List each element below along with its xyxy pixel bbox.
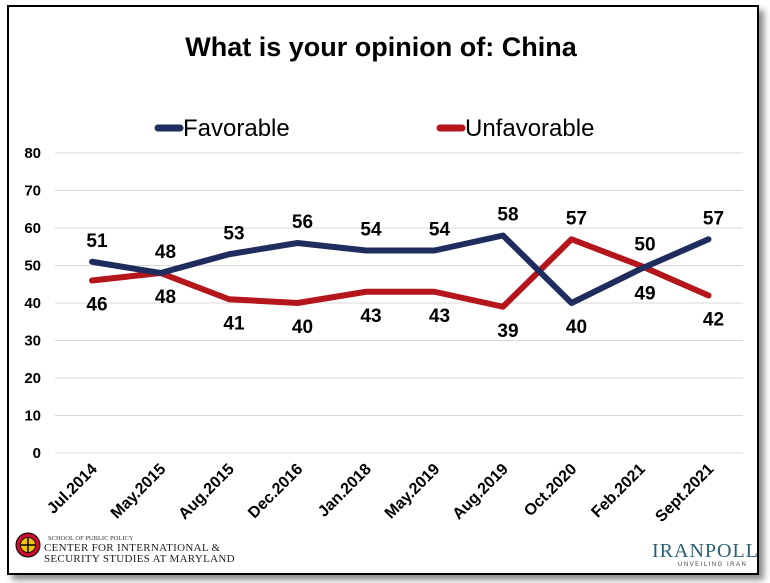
data-label-unfavorable: 48 [155, 287, 176, 308]
data-label-favorable: 49 [634, 283, 655, 304]
data-label-unfavorable: 43 [360, 306, 381, 327]
data-label-favorable: 51 [86, 231, 108, 252]
x-tick-label: Aug.2019 [450, 461, 512, 523]
y-tick-label: 60 [24, 220, 41, 237]
y-tick-label: 0 [33, 445, 41, 462]
data-label-unfavorable: 41 [223, 313, 245, 334]
cissm-line2: SECURITY STUDIES AT MARYLAND [44, 553, 235, 565]
y-tick-label: 40 [24, 295, 41, 312]
y-tick-label: 10 [24, 408, 41, 425]
x-tick-label: Dec.2016 [245, 461, 306, 522]
data-label-unfavorable: 57 [566, 208, 587, 229]
x-tick-label: Sept.2021 [652, 461, 717, 526]
data-labels: 51 48 53 56 54 54 58 40 49 57 46 48 41 40 43 43 39 57 50 42 [86, 205, 724, 342]
series-lines [89, 232, 712, 310]
legend-label-favorable: Favorable [183, 115, 290, 142]
cissm-school-text: SCHOOL OF PUBLIC POLICY [48, 535, 134, 542]
y-tick-label: 30 [24, 333, 41, 350]
iranpoll-wordmark: IRANPOLL [652, 540, 759, 562]
data-label-unfavorable: 43 [429, 306, 450, 327]
y-tick-label: 50 [24, 258, 41, 275]
x-axis: Jul.2014 May.2015 Aug.2015 Dec.2016 Jan.2018… [44, 461, 717, 526]
data-label-favorable: 40 [566, 317, 587, 338]
data-label-favorable: 54 [429, 220, 451, 241]
cissm-line1: CENTER FOR INTERNATIONAL & [44, 542, 220, 554]
data-label-unfavorable: 46 [86, 295, 107, 316]
x-tick-label: Jul.2014 [44, 461, 101, 518]
x-tick-label: Jan.2018 [315, 461, 375, 521]
series-line-favorable [89, 232, 712, 306]
data-label-favorable: 57 [703, 208, 724, 229]
data-label-favorable: 58 [497, 205, 518, 226]
x-tick-label: May.2015 [108, 461, 170, 523]
data-label-favorable: 54 [360, 220, 382, 241]
legend: Favorable Unfavorable [154, 115, 594, 142]
maryland-seal-icon [15, 532, 41, 558]
x-tick-label: Aug.2015 [176, 461, 238, 523]
series-line-unfavorable [89, 236, 712, 310]
data-label-favorable: 56 [292, 212, 313, 233]
legend-label-unfavorable: Unfavorable [465, 115, 594, 142]
iranpoll-tagline: UNVEILING IRAN [678, 562, 747, 568]
gridlines [55, 152, 743, 454]
chart-title: What is your opinion of: China [185, 32, 577, 62]
data-label-unfavorable: 40 [292, 317, 313, 338]
y-tick-label: 70 [24, 183, 41, 200]
data-label-favorable: 48 [155, 242, 176, 263]
x-tick-label: Oct.2020 [521, 461, 580, 520]
y-tick-label: 20 [24, 370, 41, 387]
x-tick-label: Feb.2021 [588, 461, 649, 522]
data-label-unfavorable: 50 [634, 235, 655, 256]
iranpoll-logo: IRANPOLL UNVEILING IRAN [652, 540, 759, 568]
y-tick-label: 80 [24, 145, 41, 162]
x-tick-label: May.2019 [382, 461, 444, 523]
data-label-unfavorable: 42 [703, 310, 724, 331]
y-axis: 0 10 20 30 40 50 60 70 80 [24, 145, 41, 462]
data-label-unfavorable: 39 [497, 321, 518, 342]
data-label-favorable: 53 [223, 223, 244, 244]
cissm-logo: SCHOOL OF PUBLIC POLICY CENTER FOR INTER… [15, 532, 235, 565]
